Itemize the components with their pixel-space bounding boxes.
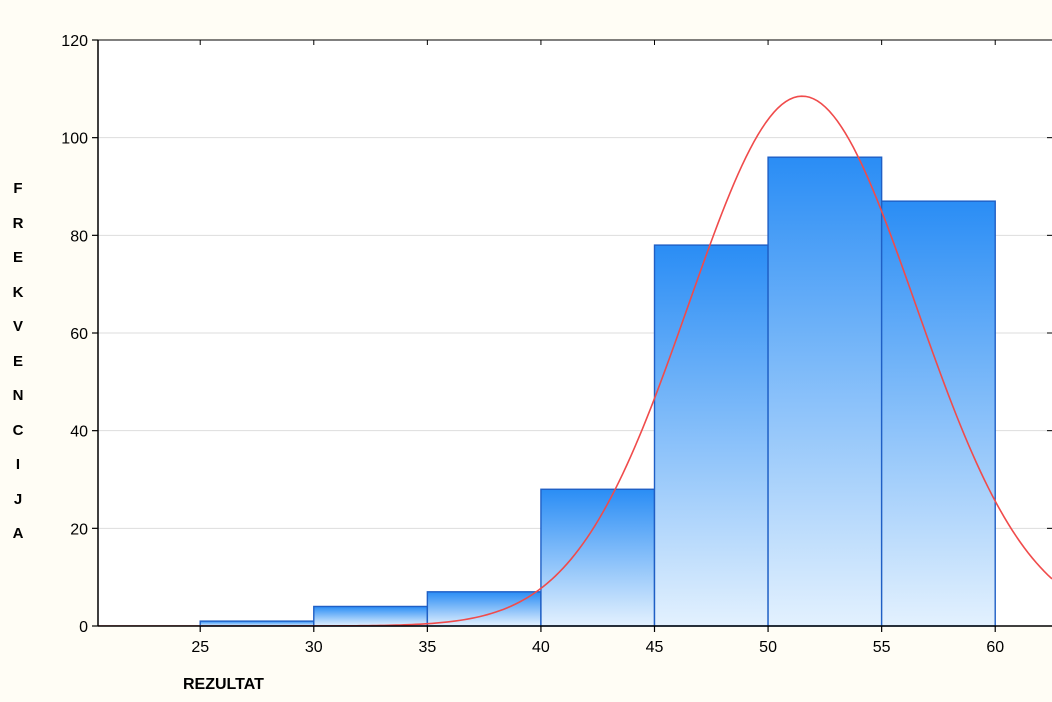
- histogram-bar: [426, 591, 542, 627]
- x-tick-label: 60: [986, 639, 1004, 656]
- x-tick-label: 25: [191, 639, 209, 656]
- y-tick-label: 60: [70, 326, 88, 343]
- histogram-bar: [313, 605, 429, 627]
- y-axis-label-letter: E: [12, 249, 23, 266]
- y-axis-label-letter: C: [12, 421, 24, 439]
- histogram-bar: [880, 200, 996, 627]
- y-tick-label: 40: [70, 424, 88, 441]
- x-tick-label: 55: [873, 639, 891, 656]
- y-axis-label-letter: I: [15, 456, 21, 473]
- y-tick-label: 120: [61, 33, 88, 50]
- x-tick-label: 40: [532, 639, 550, 656]
- histogram-bar: [540, 488, 656, 627]
- tick-labels: 0 20 40 60 80 100 120 25 30 35 40 45 50 55 60: [61, 33, 1052, 656]
- x-tick-label: 35: [418, 639, 436, 656]
- y-axis-label-letter: K: [12, 283, 24, 301]
- x-tick-label: 50: [759, 639, 777, 656]
- y-axis-label-letter: F: [13, 180, 23, 197]
- y-axis-label-letter: A: [12, 525, 24, 542]
- y-axis-label-letter: N: [12, 387, 24, 404]
- y-axis-label-letter: E: [12, 352, 23, 370]
- y-tick-label: 80: [70, 228, 88, 245]
- x-axis-label: REZULTAT: [183, 676, 264, 693]
- y-tick-label: 20: [70, 521, 88, 538]
- histogram-bars: [199, 156, 996, 627]
- y-axis-label-letter: V: [12, 318, 23, 335]
- y-axis-label-letter: R: [12, 214, 24, 232]
- histogram-bar: [653, 244, 769, 627]
- histogram-bar: [767, 156, 883, 627]
- y-axis-label-letter: J: [13, 490, 23, 508]
- x-tick-label: 45: [646, 639, 664, 656]
- x-tick-label: 30: [305, 639, 323, 656]
- y-tick-label: 0: [79, 619, 88, 636]
- y-tick-label: 100: [61, 131, 88, 148]
